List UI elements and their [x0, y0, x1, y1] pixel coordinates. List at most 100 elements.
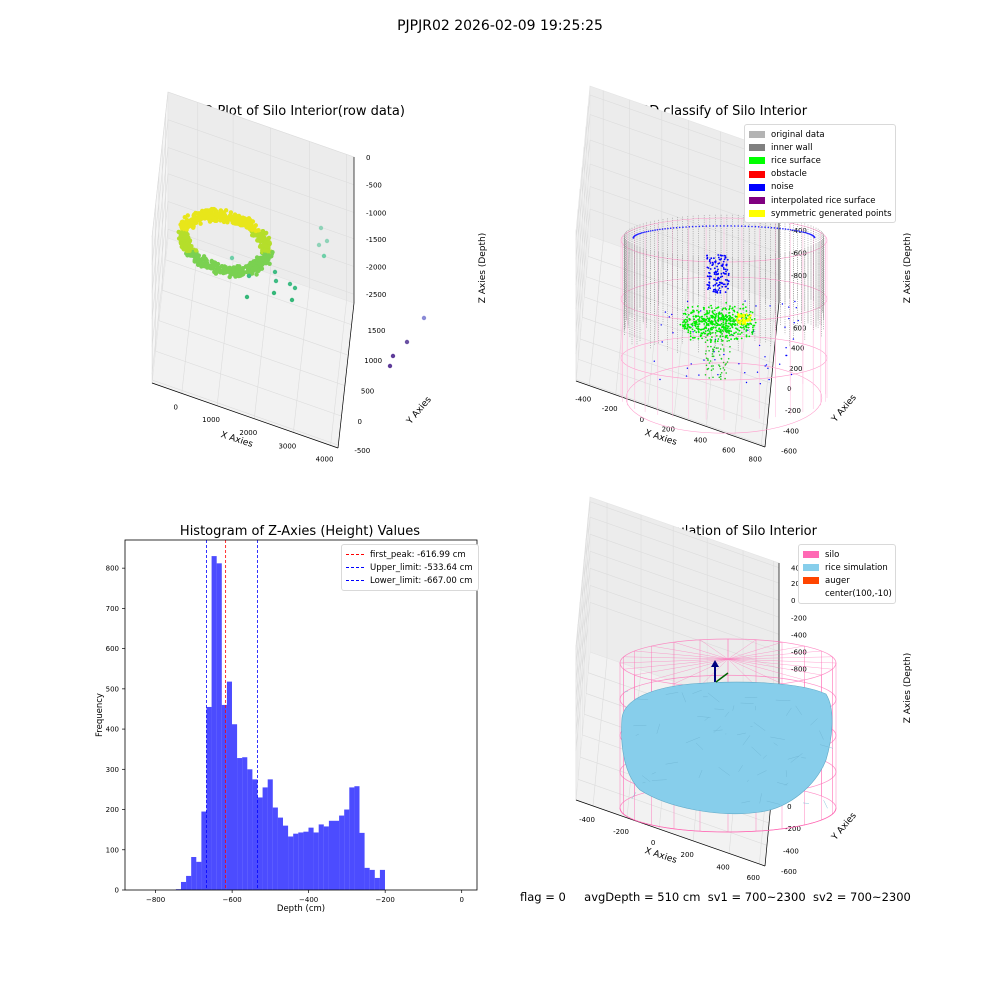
histogram-bar: [308, 827, 314, 890]
histogram-bar: [267, 779, 273, 890]
rice-surface-point: [722, 323, 725, 326]
rice-surface-point: [692, 309, 694, 312]
grid-line: [155, 350, 342, 417]
rice-surface-point: [728, 317, 731, 319]
noise-point: [723, 258, 726, 261]
raw-data-point: [218, 218, 223, 223]
noise-point: [715, 282, 718, 285]
symmetric-point: [743, 321, 746, 324]
symmetric-point: [737, 321, 740, 324]
raw-plot-title: 3D Plot of Silo Interior(row data): [195, 104, 405, 119]
x-tick-label: −600: [223, 896, 242, 904]
rice-surface-point: [724, 307, 727, 310]
rice-surface-point: [684, 321, 687, 324]
simulation-z-tick-label: 200: [791, 580, 804, 588]
rice-surface-point: [722, 307, 725, 310]
histogram-title: Histogram of Z-Axies (Height) Values: [179, 524, 421, 539]
histogram-bar: [211, 556, 217, 890]
rice-surface-point: [724, 336, 727, 338]
noise-point: [770, 226, 773, 229]
noise-point: [786, 354, 788, 357]
rice-surface-point: [705, 350, 707, 352]
raw-z-tick-label: 0: [366, 154, 370, 162]
raw-data-point: [246, 264, 251, 269]
grid-line: [575, 139, 591, 286]
rice-surface-point: [725, 318, 728, 321]
rice-surface-point: [714, 332, 717, 334]
silo-roof-line: [673, 641, 729, 660]
noise-point: [703, 359, 705, 361]
simulation-x-tick-label: 0: [651, 839, 655, 847]
rice-surface-point: [715, 313, 718, 315]
raw-data-point: [238, 218, 243, 223]
grid-line: [151, 201, 169, 347]
classify-x-tick-label: 800: [749, 456, 762, 464]
histogram-bar: [206, 706, 212, 890]
simulation-z-tick-label: -200: [791, 614, 807, 622]
rice-surface-point: [726, 331, 728, 334]
raw-z-tick-label: -1500: [366, 236, 386, 244]
noise-point: [784, 228, 787, 230]
raw-data-point: [263, 261, 269, 266]
rice-mesh-line: [775, 699, 791, 701]
classify-y-tick-label: -200: [785, 407, 801, 415]
rice-mesh-line: [753, 722, 766, 731]
noise-point: [779, 363, 781, 365]
y-tick-label: 700: [106, 605, 119, 613]
raw-data-point: [318, 225, 324, 231]
histogram-bar: [277, 817, 283, 890]
rice-surface-point: [719, 348, 722, 350]
grid-line: [162, 289, 349, 356]
rice-mesh-line: [802, 802, 810, 804]
legend-item-auger: auger: [803, 574, 889, 587]
histogram-bar: [247, 769, 253, 890]
grid-line: [158, 320, 345, 386]
rice-surface-point: [705, 336, 707, 339]
noise-point: [727, 287, 729, 290]
noise-point: [796, 230, 799, 232]
noise-point: [685, 226, 687, 228]
rice-surface-point: [688, 317, 691, 320]
rice-surface-point: [684, 309, 687, 311]
rice-surface-point: [728, 307, 731, 310]
raw-data-point: [246, 273, 252, 279]
rice-surface-point: [734, 323, 737, 325]
rice-surface-point: [740, 337, 743, 340]
raw-data-point: [287, 281, 293, 287]
y-tick-label: 400: [106, 726, 119, 734]
rice-surface-point: [710, 365, 713, 367]
rice-surface-point: [697, 311, 700, 314]
symmetric-point: [748, 317, 751, 320]
rice-surface-point: [720, 372, 723, 374]
grid-line: [151, 229, 169, 375]
noise-point: [764, 226, 766, 228]
y-tick-label: 100: [106, 846, 119, 854]
rice-surface-point: [730, 333, 733, 336]
rice-surface-point: [717, 319, 720, 322]
rice-mesh-line: [724, 711, 730, 718]
rice-surface-point: [701, 315, 703, 318]
rice-surface-point: [710, 339, 713, 341]
symmetric-point: [749, 319, 752, 322]
rice-surface-point: [721, 340, 723, 342]
noise-point: [709, 287, 711, 290]
noise-point: [698, 374, 700, 376]
raw-data-point: [198, 221, 203, 226]
raw-data-point: [218, 270, 223, 275]
raw-data-point: [252, 224, 257, 229]
raw-x-tick-label: 3000: [278, 442, 296, 450]
rice-surface-point: [686, 320, 689, 323]
rice-surface-point: [728, 318, 730, 321]
legend-swatch: [803, 564, 819, 572]
raw-data-point: [216, 265, 221, 270]
rice-surface-point: [687, 325, 689, 328]
classify-y-tick-label: 0: [787, 385, 791, 393]
noise-point: [714, 290, 716, 293]
rice-surface-point: [704, 374, 707, 376]
noise-point: [726, 258, 729, 261]
rice-mesh-line: [822, 764, 824, 768]
noise-point: [784, 326, 786, 328]
rice-surface-point: [717, 338, 720, 340]
raw-data-point: [252, 266, 258, 271]
raw-data-point: [180, 222, 186, 228]
